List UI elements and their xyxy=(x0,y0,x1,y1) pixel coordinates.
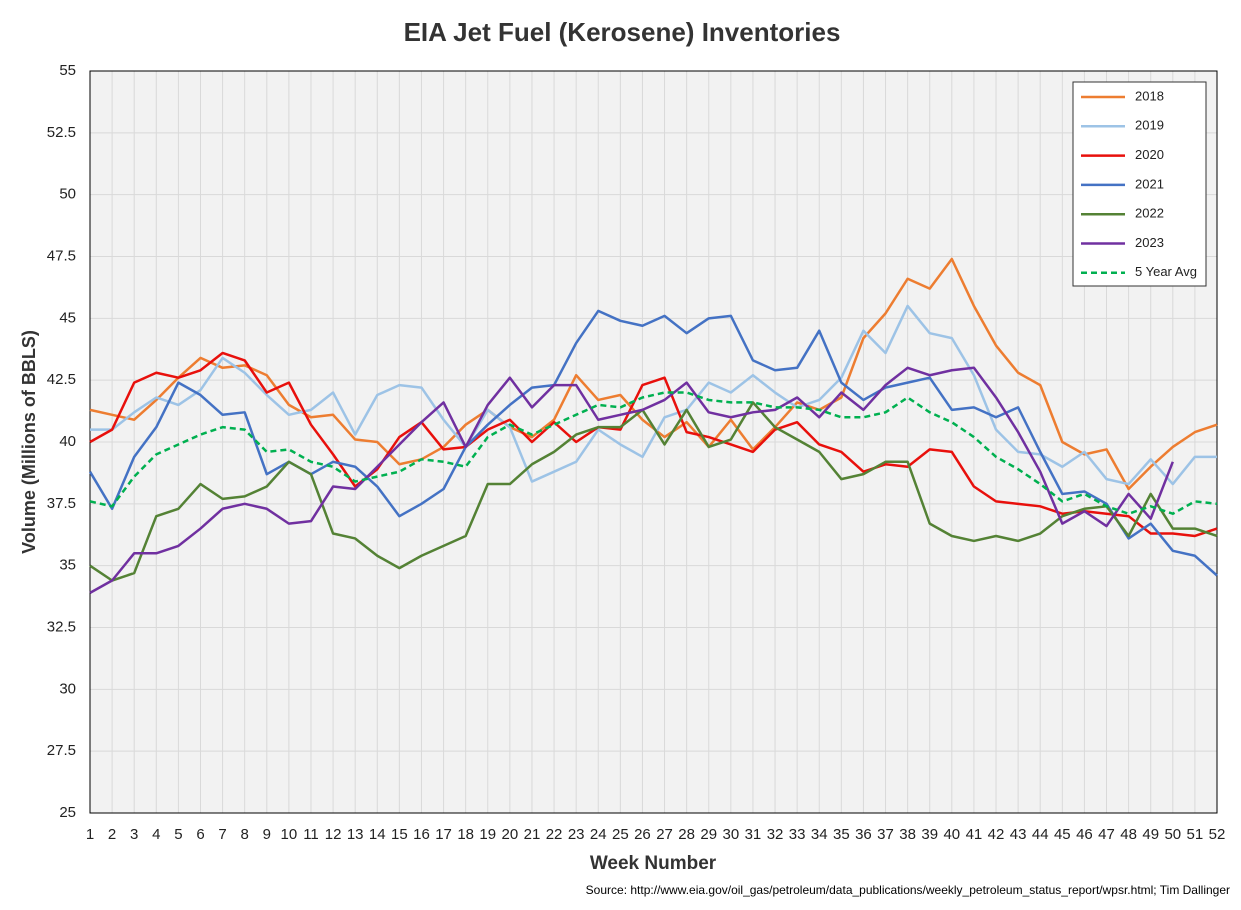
y-tick-label: 25 xyxy=(59,804,76,821)
legend-label: 2018 xyxy=(1135,88,1164,103)
x-tick-label: 40 xyxy=(943,826,960,843)
y-axis-label: Volume (Millions of BBLS) xyxy=(19,330,39,554)
x-tick-label: 15 xyxy=(391,826,408,843)
x-tick-label: 14 xyxy=(369,826,386,843)
y-tick-label: 42.5 xyxy=(47,371,76,388)
x-tick-label: 7 xyxy=(218,826,226,843)
series-line xyxy=(89,366,1174,594)
x-axis-label: Week Number xyxy=(590,853,717,874)
x-tick-label: 12 xyxy=(325,826,342,843)
y-tick-label: 37.5 xyxy=(47,495,76,512)
y-tick-label: 30 xyxy=(59,680,76,697)
x-tick-label: 16 xyxy=(413,826,430,843)
series-line xyxy=(88,309,1218,577)
x-tick-label: 31 xyxy=(745,826,762,843)
x-tick-label: 20 xyxy=(502,826,519,843)
y-tick-label: 40 xyxy=(59,433,76,450)
legend-label: 5 Year Avg xyxy=(1135,264,1197,279)
x-tick-label: 11 xyxy=(303,826,319,843)
y-tick-label: 35 xyxy=(59,557,76,574)
x-tick-label: 17 xyxy=(435,826,452,843)
series-line xyxy=(89,351,1218,538)
series-line xyxy=(89,401,1218,582)
x-tick-label: 48 xyxy=(1120,826,1137,843)
legend-label: 2019 xyxy=(1135,118,1164,133)
x-tick-label: 10 xyxy=(281,826,298,843)
x-tick-label: 27 xyxy=(656,826,673,843)
x-tick-label: 37 xyxy=(877,826,894,843)
x-tick-label: 4 xyxy=(152,826,160,843)
x-tick-label: 50 xyxy=(1164,826,1181,843)
x-tick-label: 45 xyxy=(1054,826,1071,843)
x-tick-label: 18 xyxy=(457,826,474,843)
x-tick-label: 23 xyxy=(568,826,585,843)
x-tick-label: 13 xyxy=(347,826,364,843)
x-tick-label: 35 xyxy=(833,826,850,843)
legend-label: 2023 xyxy=(1135,235,1164,250)
x-tick-label: 43 xyxy=(1010,826,1027,843)
x-tick-label: 6 xyxy=(196,826,204,843)
x-tick-label: 9 xyxy=(263,826,271,843)
x-tick-label: 21 xyxy=(524,826,541,843)
x-tick-label: 26 xyxy=(634,826,651,843)
legend-label: 2020 xyxy=(1135,147,1164,162)
x-tick-label: 29 xyxy=(700,826,717,843)
x-tick-label: 44 xyxy=(1032,826,1049,843)
x-tick-label: 24 xyxy=(590,826,607,843)
x-tick-label: 25 xyxy=(612,826,629,843)
x-tick-label: 2 xyxy=(108,826,116,843)
x-tick-label: 5 xyxy=(174,826,182,843)
legend-label: 2022 xyxy=(1135,206,1164,221)
x-tick-label: 51 xyxy=(1187,826,1204,843)
series-line xyxy=(89,391,1218,515)
legend-label: 2021 xyxy=(1135,176,1164,191)
x-tick-label: 41 xyxy=(966,826,983,843)
source-note: Source: http://www.eia.gov/oil_gas/petro… xyxy=(586,883,1230,897)
y-tick-label: 47.5 xyxy=(47,247,76,264)
x-tick-label: 30 xyxy=(722,826,739,843)
x-tick-label: 3 xyxy=(130,826,138,843)
x-tick-label: 22 xyxy=(546,826,563,843)
y-tick-label: 27.5 xyxy=(47,742,76,759)
x-tick-label: 28 xyxy=(678,826,695,843)
x-tick-label: 19 xyxy=(479,826,496,843)
y-tick-label: 32.5 xyxy=(47,618,76,635)
x-tick-label: 36 xyxy=(855,826,872,843)
chart-title: EIA Jet Fuel (Kerosene) Inventories xyxy=(404,17,841,47)
x-tick-label: 49 xyxy=(1142,826,1159,843)
x-tick-label: 38 xyxy=(899,826,916,843)
y-tick-label: 50 xyxy=(59,186,76,203)
y-tick-label: 55 xyxy=(59,62,76,79)
x-tick-label: 42 xyxy=(988,826,1005,843)
x-tick-label: 47 xyxy=(1098,826,1115,843)
x-tick-label: 8 xyxy=(241,826,249,843)
x-tick-label: 32 xyxy=(767,826,784,843)
y-tick-label: 45 xyxy=(59,309,76,326)
x-tick-label: 46 xyxy=(1076,826,1093,843)
y-tick-label: 52.5 xyxy=(47,124,76,141)
x-tick-label: 34 xyxy=(811,826,828,843)
x-tick-label: 1 xyxy=(86,826,94,843)
x-tick-label: 52 xyxy=(1209,826,1226,843)
x-tick-label: 39 xyxy=(921,826,938,843)
x-tick-label: 33 xyxy=(789,826,806,843)
